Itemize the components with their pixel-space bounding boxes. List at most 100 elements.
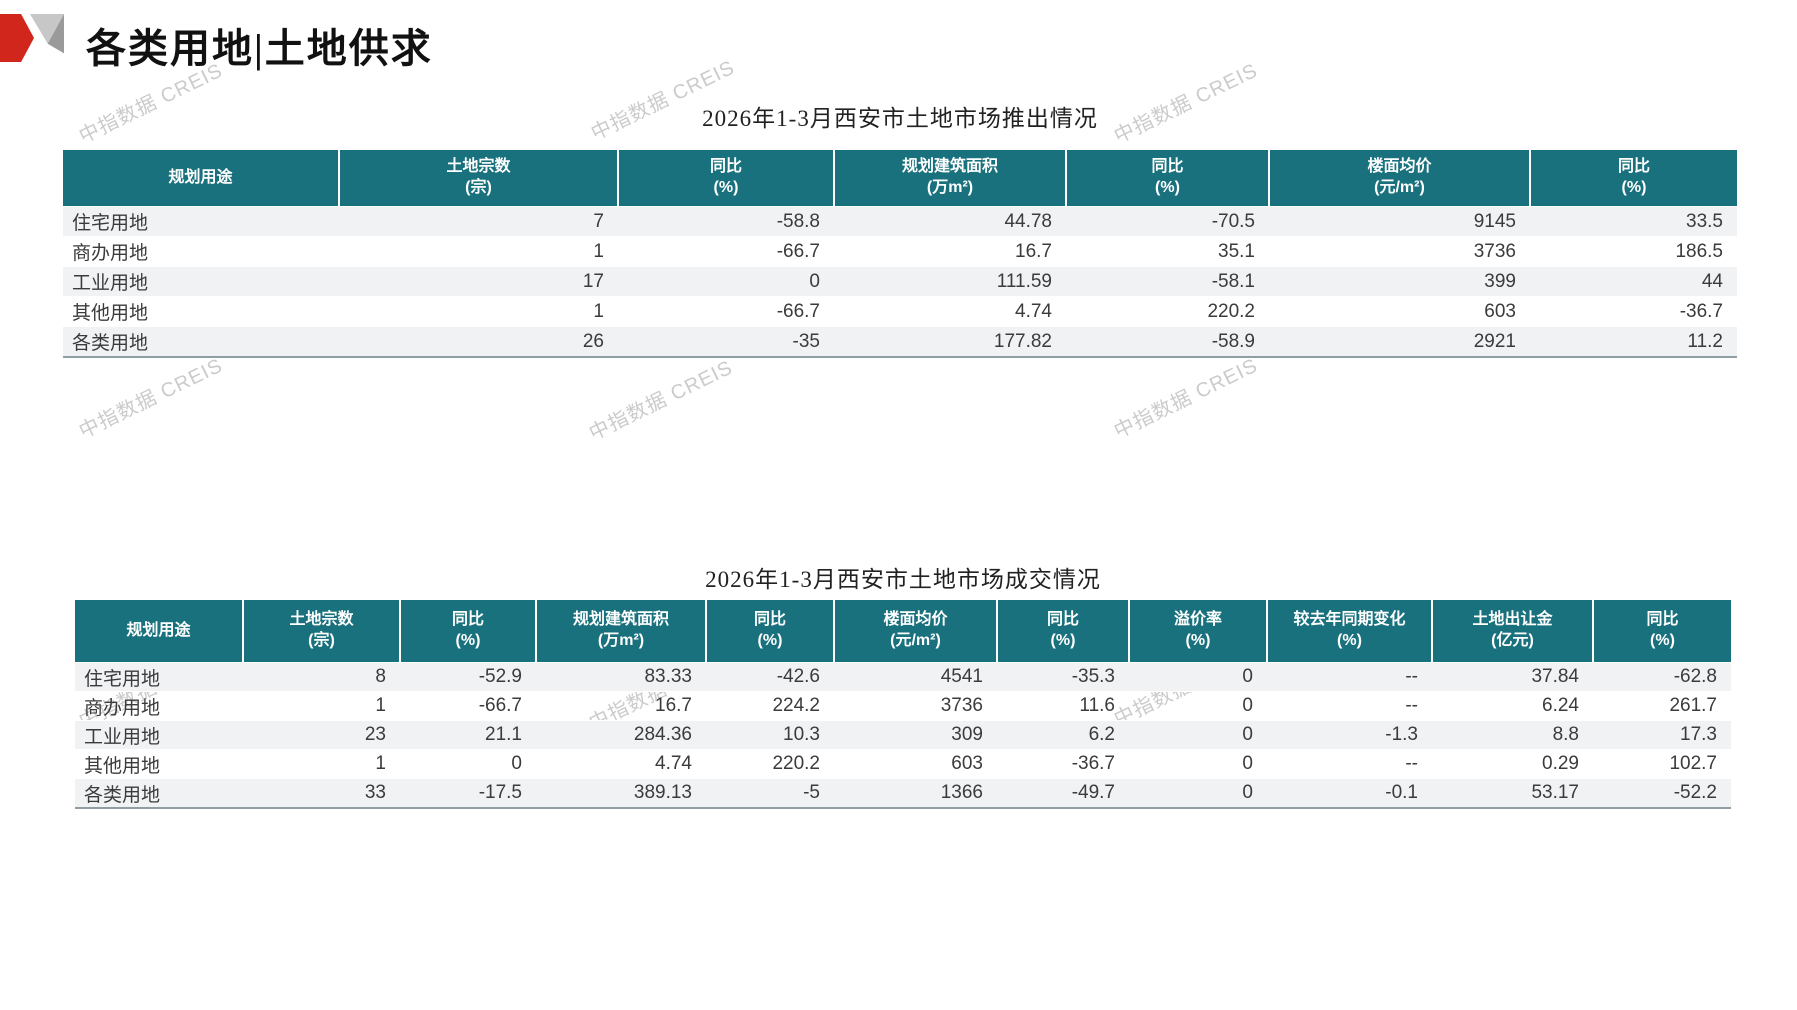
data-cell: 261.7 — [1669, 695, 1717, 716]
header-cell: 土地宗数 (宗) — [242, 600, 400, 663]
data-cell: 111.59 — [996, 270, 1052, 292]
watermark-text: 中指数据 CREIS — [585, 356, 737, 445]
table-row: 住宅用地 7 -58.8 44.78 -70.5 9145 33.5 — [63, 206, 1737, 237]
table-row: 其他用地 1 0 4.74 220.2 603 -36.7 0 -- 0.29 102.7 — [75, 749, 1731, 779]
header-cell: 土地宗数 (宗) — [338, 150, 618, 207]
table-row: 商办用地 1 -66.7 16.7 35.1 3736 186.5 — [63, 236, 1737, 267]
data-cell: -17.5 — [478, 782, 522, 803]
data-cell: -66.7 — [776, 240, 820, 262]
data-cell: 220.2 — [772, 753, 820, 774]
data-cell: -58.9 — [1211, 330, 1255, 352]
data-cell: 8.8 — [1552, 724, 1579, 745]
data-cell: 11.2 — [1687, 330, 1723, 352]
data-cell: 6.24 — [1542, 695, 1579, 716]
data-cell: -35 — [792, 330, 820, 352]
data-cell: 0 — [1242, 666, 1253, 687]
data-cell: 4541 — [940, 666, 983, 687]
brand-logo — [0, 14, 64, 62]
header-cell: 楼面均价 (元/m²) — [833, 600, 997, 663]
header-row: 规划用途 土地宗数 (宗) 同比 (%) 规划建筑面积 (万m²) 同比 (%) 楼面均价 (元/m… — [75, 600, 1731, 663]
table-row: 住宅用地 8 -52.9 83.33 -42.6 4541 -35.3 0 -- 37.84 -62… — [75, 662, 1731, 692]
header-cell: 同比 (%) — [399, 600, 536, 663]
header-cell: 楼面均价 (元/m²) — [1268, 150, 1530, 207]
header-cell: 规划建筑面积 (万m²) — [833, 150, 1066, 207]
data-cell: 17.3 — [1680, 724, 1717, 745]
data-cell: 186.5 — [1675, 240, 1723, 262]
page-title: 各类用地|土地供求 — [86, 26, 433, 71]
data-cell: 44 — [1701, 270, 1723, 292]
data-cell: -42.6 — [776, 666, 820, 687]
data-cell: 0 — [1242, 695, 1253, 716]
header-cell: 同比 (%) — [1065, 150, 1269, 207]
data-cell: 1 — [375, 695, 386, 716]
data-cell: -58.1 — [1211, 270, 1255, 292]
data-cell: 53.17 — [1531, 782, 1579, 803]
header-cell: 规划建筑面积 (万m²) — [535, 600, 706, 663]
data-cell: -36.7 — [1071, 753, 1115, 774]
data-cell: -70.5 — [1211, 210, 1255, 232]
data-cell: 1366 — [940, 782, 983, 803]
header-cell: 同比 (%) — [705, 600, 834, 663]
data-cell: 7 — [593, 210, 604, 232]
row-label: 其他用地 — [84, 755, 161, 777]
row-label: 工业用地 — [72, 273, 149, 294]
header-row: 规划用途 土地宗数 (宗) 同比 (%) 规划建筑面积 (万m²) 同比 (%) 楼面均价 (元/m… — [63, 150, 1737, 207]
data-cell: 0 — [1242, 724, 1253, 745]
supply-table-title: 2026年1-3月西安市土地市场推出情况 — [702, 106, 1098, 131]
data-cell: 389.13 — [633, 782, 692, 803]
data-cell: 1 — [593, 300, 604, 322]
data-cell: 44.78 — [1004, 210, 1052, 232]
data-cell: 3736 — [940, 695, 983, 716]
data-cell: 8 — [375, 666, 386, 687]
header-cell: 溢价率 (%) — [1128, 600, 1267, 663]
data-cell: -1.3 — [1385, 724, 1418, 745]
data-cell: 1 — [375, 753, 386, 774]
data-cell: 0 — [511, 753, 522, 774]
header-cell: 较去年同期变化 (%) — [1266, 600, 1432, 663]
header-cell: 土地出让金 (亿元) — [1431, 600, 1593, 663]
data-cell: 16.7 — [655, 695, 692, 716]
header-cell: 同比 (%) — [996, 600, 1129, 663]
data-cell: -62.8 — [1673, 666, 1717, 687]
data-cell: 26 — [582, 330, 604, 352]
data-cell: 102.7 — [1669, 753, 1717, 774]
table-row: 各类用地 26 -35 177.82 -58.9 2921 11.2 — [63, 326, 1737, 357]
table-row: 其他用地 1 -66.7 4.74 220.2 603 -36.7 — [63, 296, 1737, 327]
data-cell: -36.7 — [1679, 300, 1723, 322]
transaction-table: 规划用途 土地宗数 (宗) 同比 (%) 规划建筑面积 (万m²) 同比 (%) 楼面均价 (元/m… — [75, 600, 1731, 809]
data-cell: -- — [1405, 753, 1418, 774]
header-cell: 同比 (%) — [1592, 600, 1731, 663]
header-cell: 同比 (%) — [617, 150, 834, 207]
data-cell: 9145 — [1473, 210, 1516, 232]
data-cell: 11.6 — [1079, 695, 1115, 716]
data-cell: 3736 — [1473, 240, 1516, 262]
data-cell: 33 — [364, 782, 386, 803]
data-cell: 177.82 — [993, 330, 1052, 352]
transaction-table-title: 2026年1-3月西安市土地市场成交情况 — [705, 567, 1101, 592]
header-cell: 同比 (%) — [1529, 150, 1737, 207]
data-cell: 0 — [1242, 782, 1253, 803]
data-cell: -35.3 — [1071, 666, 1115, 687]
row-label: 其他用地 — [72, 303, 149, 324]
header-cell: 规划用途 — [75, 600, 243, 663]
data-cell: 4.74 — [1015, 300, 1052, 322]
row-label: 商办用地 — [84, 697, 161, 719]
data-cell: -52.9 — [478, 666, 522, 687]
data-cell: 399 — [1484, 270, 1516, 292]
row-label: 住宅用地 — [72, 213, 149, 234]
table-row: 工业用地 17 0 111.59 -58.1 399 44 — [63, 266, 1737, 297]
watermark-text: 中指数据 CREIS — [75, 354, 227, 443]
data-cell: -- — [1405, 695, 1418, 716]
data-cell: 6.2 — [1088, 724, 1115, 745]
supply-table: 规划用途 土地宗数 (宗) 同比 (%) 规划建筑面积 (万m²) 同比 (%) 楼面均价 (元/m… — [63, 150, 1737, 358]
data-cell: -66.7 — [478, 695, 522, 716]
data-cell: 0 — [1242, 753, 1253, 774]
data-cell: 309 — [951, 724, 983, 745]
row-label: 住宅用地 — [84, 668, 161, 690]
data-cell: 603 — [951, 753, 983, 774]
row-label: 工业用地 — [84, 726, 161, 748]
data-cell: -- — [1405, 666, 1418, 687]
data-cell: 603 — [1484, 300, 1516, 322]
data-cell: 0 — [809, 270, 820, 292]
